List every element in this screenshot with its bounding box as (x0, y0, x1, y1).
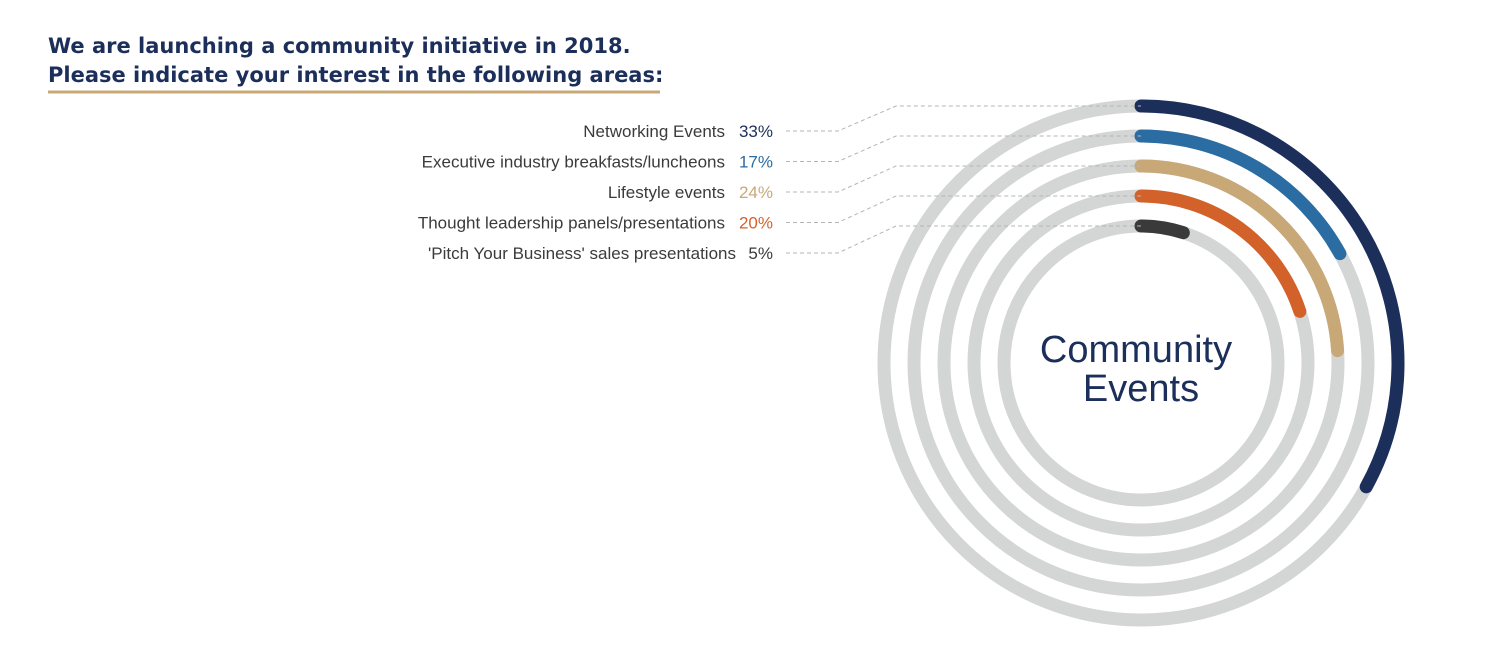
center-label-line-2: Events (1083, 368, 1199, 410)
chart-title-line-1: We are launching a community initiative … (48, 34, 631, 58)
ring-arc-executive-industry-breakfasts-luncheons (1134, 129, 1347, 261)
category-label-thought-leadership-panels-presentations: Thought leadership panels/presentations (418, 214, 725, 233)
ring-arc-lifestyle-events (1134, 159, 1345, 358)
category-label-lifestyle-events: Lifestyle events (608, 183, 725, 202)
value-label-thought-leadership-panels-presentations: 20% (739, 214, 773, 233)
ring-arc-networking-events (1134, 99, 1405, 494)
category-label-pitch-your-business-sales-presentations: 'Pitch Your Business' sales presentation… (428, 244, 736, 263)
leader-lines (786, 105, 1141, 254)
value-label-executive-industry-breakfasts-luncheons: 17% (739, 153, 773, 172)
category-label-executive-industry-breakfasts-luncheons: Executive industry breakfasts/luncheons (422, 153, 725, 172)
category-label-networking-events: Networking Events (583, 122, 725, 141)
chart-title-line-2: Please indicate your interest in the fol… (48, 63, 663, 87)
leader-line-pitch-your-business-sales-presentations (786, 225, 1141, 254)
ring-arc-pitch-your-business-sales-presentations (1134, 219, 1190, 240)
center-label-line-1: Community (1040, 329, 1232, 371)
value-label-pitch-your-business-sales-presentations: 5% (748, 244, 773, 263)
leader-line-thought-leadership-panels-presentations (786, 195, 1141, 223)
value-label-networking-events: 33% (739, 122, 773, 141)
value-label-lifestyle-events: 24% (739, 183, 773, 202)
ring-arc-thought-leadership-panels-presentations (1134, 189, 1307, 318)
leader-line-lifestyle-events (786, 165, 1141, 193)
series-labels: 33% Networking Events 17% Executive industr… (418, 122, 773, 263)
